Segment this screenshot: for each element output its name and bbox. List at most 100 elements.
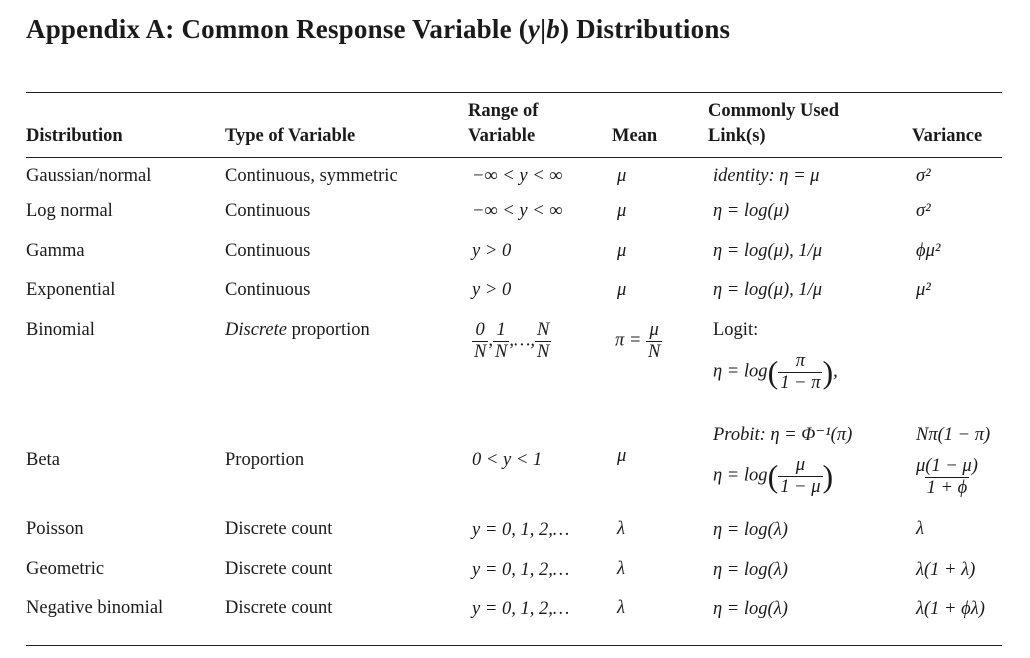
cell-lognormal-range: −∞ < y < ∞ <box>472 201 563 221</box>
cell-gaussian-distribution: Gaussian/normal <box>26 166 152 186</box>
cell-negbinomial-type: Discrete count <box>225 598 333 618</box>
cell-gaussian-mean: μ <box>617 166 627 186</box>
cell-poisson-variance: λ <box>916 519 925 539</box>
cell-exponential-link: η = log(μ), 1/μ <box>713 280 823 300</box>
table-bottom-rule <box>26 645 1002 646</box>
cell-lognormal-distribution: Log normal <box>26 201 113 221</box>
cell-gaussian-variance: σ² <box>916 166 931 186</box>
cell-poisson-distribution: Poisson <box>26 519 84 539</box>
cell-binomial-type-rest: proportion <box>287 320 370 340</box>
header-link-line1: Commonly Used <box>708 101 840 121</box>
header-link-line2: Link(s) <box>708 126 766 146</box>
cell-exponential-variance: μ² <box>916 280 931 300</box>
logit-comma: , <box>833 361 838 382</box>
beta-paren-close: ) <box>822 458 834 494</box>
header-variance: Variance <box>912 126 983 146</box>
range-frac-1-den: N <box>492 340 510 362</box>
cell-binomial-variance: Nπ(1 − π) <box>916 425 991 445</box>
cell-negbinomial-mean: λ <box>617 598 626 618</box>
beta-paren-open: ( <box>767 458 779 494</box>
logit-frac-den: 1 − π <box>778 371 823 393</box>
title-bar: | <box>540 14 547 44</box>
range-sep-2: ,…, <box>509 330 536 351</box>
cell-beta-range: 0 < y < 1 <box>472 450 543 470</box>
cell-beta-distribution: Beta <box>26 450 60 470</box>
cell-negbinomial-variance: λ(1 + ϕλ) <box>916 599 985 619</box>
cell-binomial-logit-formula: η = log(π 1 − π), <box>713 352 838 392</box>
cell-lognormal-mean: μ <box>617 201 627 221</box>
cell-exponential-mean: μ <box>617 280 627 300</box>
logit-frac-num: π <box>795 351 805 371</box>
cell-exponential-range: y > 0 <box>472 280 512 300</box>
cell-gamma-range: y > 0 <box>472 241 512 261</box>
table-top-rule <box>26 92 1002 93</box>
cell-binomial-range: 0 N, 1 N,…, N N <box>472 320 552 362</box>
title-y: y <box>527 14 541 44</box>
mean-frac-den: N <box>646 340 663 362</box>
range-frac-1-num: 1 <box>496 320 506 340</box>
beta-variance-frac: μ(1 − μ) 1 + ϕ <box>914 457 980 497</box>
cell-geometric-type: Discrete count <box>225 559 333 579</box>
title-prefix: Appendix A: Common Response Variable ( <box>26 14 528 44</box>
cell-geometric-mean: λ <box>617 559 626 579</box>
cell-beta-mean: μ <box>617 446 627 466</box>
cell-geometric-distribution: Geometric <box>26 559 105 579</box>
cell-poisson-range: y = 0, 1, 2,… <box>472 520 570 540</box>
cell-gamma-link: η = log(μ), 1/μ <box>713 241 823 261</box>
header-range-line1: Range of <box>468 101 539 121</box>
beta-link-frac-num: μ <box>795 455 805 475</box>
cell-lognormal-link: η = log(μ) <box>713 201 790 221</box>
cell-binomial-type-italic: Discrete <box>225 320 287 340</box>
cell-geometric-link: η = log(λ) <box>713 560 788 580</box>
header-bottom-rule <box>26 157 1002 158</box>
mean-lhs: π = <box>615 330 642 351</box>
cell-binomial-logit-label: Logit: <box>713 320 759 340</box>
page-title: Appendix A: Common Response Variable (y|… <box>26 14 730 45</box>
logit-lhs: η = log <box>713 361 768 382</box>
cell-binomial-type: Discrete proportion <box>225 318 370 342</box>
logit-paren-close: ) <box>822 354 834 390</box>
title-suffix: ) Distributions <box>559 14 731 44</box>
cell-negbinomial-distribution: Negative binomial <box>26 598 164 618</box>
cell-poisson-type: Discrete count <box>225 519 333 539</box>
cell-gamma-type: Continuous <box>225 241 311 261</box>
range-sep-1: , <box>488 330 493 351</box>
header-type: Type of Variable <box>225 126 356 146</box>
cell-gamma-variance: ϕμ² <box>916 241 941 261</box>
cell-negbinomial-link: η = log(λ) <box>713 599 788 619</box>
cell-poisson-mean: λ <box>617 519 626 539</box>
beta-link-lhs: η = log <box>713 465 768 486</box>
mean-frac-num: μ <box>649 320 659 340</box>
header-range-line2: Variable <box>468 126 536 146</box>
cell-exponential-type: Continuous <box>225 280 311 300</box>
cell-binomial-probit: Probit: η = Φ⁻¹(π) <box>713 425 853 445</box>
cell-beta-variance: μ(1 − μ) 1 + ϕ <box>914 457 980 497</box>
cell-beta-link: η = log(μ 1 − μ) <box>713 456 833 496</box>
cell-negbinomial-range: y = 0, 1, 2,… <box>472 599 570 619</box>
logit-paren-open: ( <box>767 354 779 390</box>
range-frac-0-den: N <box>472 340 489 362</box>
cell-exponential-distribution: Exponential <box>26 280 116 300</box>
beta-variance-frac-num: μ(1 − μ) <box>916 456 978 476</box>
range-frac-0-num: 0 <box>475 320 485 340</box>
cell-lognormal-type: Continuous <box>225 201 311 221</box>
beta-variance-frac-den: 1 + ϕ <box>924 476 970 498</box>
cell-gaussian-link: identity: η = μ <box>713 166 820 186</box>
range-frac-n-num: N <box>537 320 550 340</box>
header-mean: Mean <box>612 126 658 146</box>
cell-gaussian-type: Continuous, symmetric <box>225 166 398 186</box>
cell-gamma-mean: μ <box>617 241 627 261</box>
title-b: b <box>546 14 560 44</box>
cell-gamma-distribution: Gamma <box>26 241 85 261</box>
cell-gaussian-range: −∞ < y < ∞ <box>472 166 563 186</box>
cell-binomial-distribution: Binomial <box>26 320 95 340</box>
cell-geometric-variance: λ(1 + λ) <box>916 560 976 580</box>
cell-geometric-range: y = 0, 1, 2,… <box>472 560 570 580</box>
